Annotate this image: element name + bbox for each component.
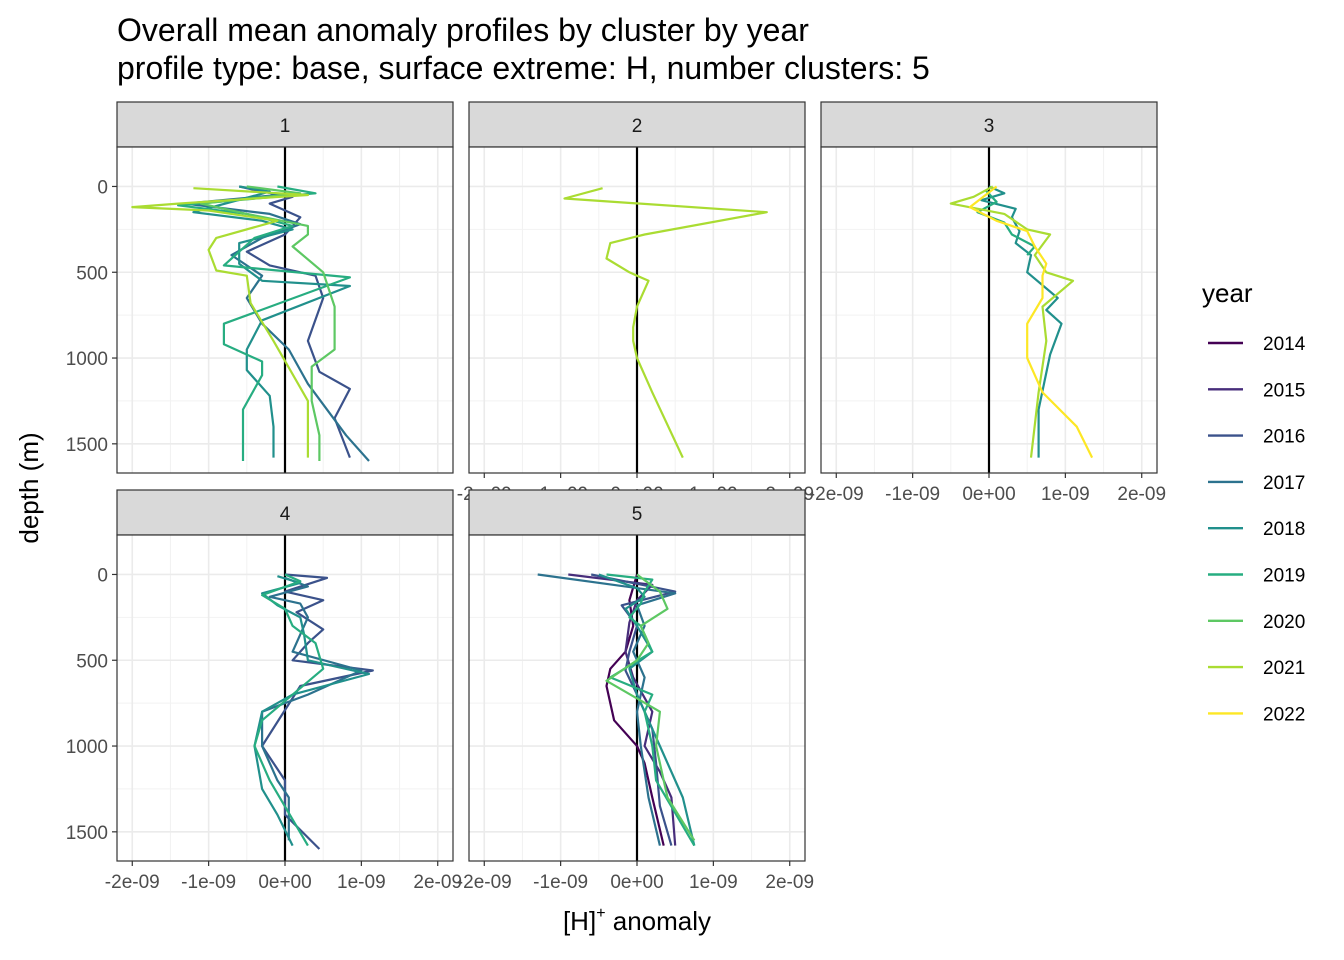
- legend-item-2018: 2018: [1208, 519, 1305, 540]
- series-line-2021: [131, 187, 309, 458]
- facet-panels: 10500100015002-2e-09-1e-090e+001e-092e-0…: [66, 101, 1166, 893]
- facet-strip: [468, 489, 806, 536]
- facet-strip-label: 4: [280, 504, 291, 525]
- y-tick-label: 1500: [66, 823, 108, 844]
- x-tick-label: -2e-09: [105, 872, 160, 893]
- legend-label: 2020: [1263, 612, 1305, 633]
- x-tick-label: 0e+00: [258, 872, 311, 893]
- facet-strip: [468, 101, 806, 148]
- series-line-2019: [606, 573, 696, 847]
- x-tick-label: 2e-09: [765, 872, 814, 893]
- series-line-2019: [177, 185, 351, 461]
- legend-item-2021: 2021: [1208, 658, 1305, 679]
- y-tick-label: 0: [97, 177, 108, 198]
- y-tick-label: 1000: [66, 737, 108, 758]
- chart-title: Overall mean anomaly profiles by cluster…: [117, 12, 809, 48]
- series-line-2022: [968, 185, 1094, 459]
- x-tick-label: 0e+00: [610, 872, 663, 893]
- legend-label: 2017: [1263, 473, 1305, 494]
- legend-label: 2016: [1263, 427, 1305, 448]
- x-tick-label: -2e-09: [809, 484, 864, 505]
- facet-panel-5: 5 -2e-09 -1e-09 0e+00 1e-09 2e-09: [457, 489, 814, 893]
- panel-border: [116, 146, 454, 474]
- facet-panel-4: 4 0 500 1000 1500 -2e-09 -1e-09 0e+00 1e-09 2e-09: [66, 489, 462, 893]
- x-tick-label: 2e-09: [413, 872, 462, 893]
- y-tick-label: 500: [76, 651, 108, 672]
- x-tick-label: -1e-09: [181, 872, 236, 893]
- legend-item-2015: 2015: [1208, 380, 1305, 401]
- x-tick-label: 1e-09: [689, 872, 738, 893]
- legend-item-2017: 2017: [1208, 473, 1305, 494]
- series-line-2021: [563, 187, 768, 459]
- series-line-2020: [605, 573, 696, 841]
- facet-strip-label: 5: [632, 504, 643, 525]
- y-tick-label: 1000: [66, 349, 108, 370]
- y-tick-label: 1500: [66, 435, 108, 456]
- legend-item-2022: 2022: [1208, 704, 1305, 725]
- x-axis-title-rest: anomaly: [606, 906, 712, 936]
- legend-item-2014: 2014: [1208, 334, 1306, 355]
- legend-label: 2022: [1263, 704, 1305, 725]
- y-tick-label: 500: [76, 263, 108, 284]
- series-line-2016: [238, 185, 351, 458]
- series-line-2021: [949, 185, 1075, 458]
- legend-label: 2019: [1263, 566, 1305, 587]
- legend: year 2014 2015 2016 2017 2018 2019 2020 2021 202…: [1202, 278, 1306, 725]
- series-line-2020: [199, 185, 336, 461]
- x-axis-title-superscript: +: [596, 905, 605, 922]
- x-tick-label: 1e-09: [1041, 484, 1090, 505]
- x-tick-label: 1e-09: [337, 872, 386, 893]
- y-tick-label: 0: [97, 565, 108, 586]
- series-line-2017: [184, 185, 370, 462]
- x-axis-title-main: [H]: [563, 906, 596, 936]
- x-tick-label: -1e-09: [885, 484, 940, 505]
- legend-label: 2021: [1263, 658, 1305, 679]
- x-axis-title: [H]+ anomaly: [563, 905, 711, 936]
- chart-subtitle: profile type: base, surface extreme: H, …: [117, 50, 930, 86]
- facet-strip: [116, 489, 454, 536]
- series-line-2018: [192, 185, 351, 458]
- x-tick-label: -2e-09: [457, 872, 512, 893]
- series-line-2017: [261, 576, 363, 841]
- legend-item-2020: 2020: [1208, 612, 1305, 633]
- series-line-2017: [537, 573, 677, 846]
- facet-panel-3: 3 -2e-09 -1e-09 0e+00 1e-09 2e-09: [809, 101, 1166, 505]
- facet-strip-label: 1: [280, 116, 291, 137]
- facet-strip-label: 3: [984, 116, 995, 137]
- legend-label: 2014: [1263, 334, 1306, 355]
- series-line-2016: [261, 573, 374, 850]
- series-line-2019: [253, 573, 325, 847]
- x-tick-label: 2e-09: [1117, 484, 1166, 505]
- facet-strip: [116, 101, 454, 148]
- facet-strip: [820, 101, 1158, 148]
- x-tick-label: -1e-09: [533, 872, 588, 893]
- legend-title: year: [1202, 278, 1253, 308]
- facet-panel-1: 1 0 500 1000 1500: [66, 101, 454, 474]
- legend-label: 2018: [1263, 519, 1305, 540]
- legend-item-2016: 2016: [1208, 427, 1305, 448]
- y-axis-title: depth (m): [14, 432, 44, 543]
- facet-strip-label: 2: [632, 116, 643, 137]
- legend-label: 2015: [1263, 380, 1305, 401]
- x-tick-label: 0e+00: [962, 484, 1015, 505]
- legend-item-2019: 2019: [1208, 566, 1305, 587]
